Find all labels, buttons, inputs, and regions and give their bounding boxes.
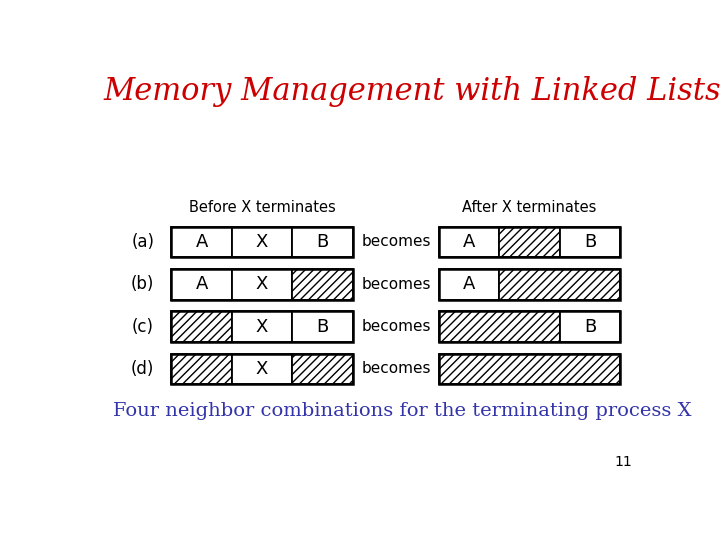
Bar	[171, 226, 353, 257]
Text: X: X	[256, 318, 269, 335]
Text: (a): (a)	[131, 233, 154, 251]
Bar	[559, 226, 620, 257]
Bar	[499, 226, 559, 257]
Text: (d): (d)	[131, 360, 154, 378]
Text: A: A	[463, 233, 475, 251]
Text: X: X	[256, 360, 269, 378]
Bar	[171, 311, 353, 342]
Bar	[292, 226, 353, 257]
Bar	[232, 354, 292, 384]
Text: A: A	[195, 275, 208, 293]
Text: X: X	[256, 275, 269, 293]
Text: Before X terminates: Before X terminates	[189, 200, 336, 215]
Bar	[171, 269, 232, 300]
Bar	[438, 269, 499, 300]
Text: (b): (b)	[131, 275, 154, 293]
Bar	[438, 269, 620, 300]
Text: Memory Management with Linked Lists: Memory Management with Linked Lists	[104, 76, 720, 107]
Bar	[292, 354, 353, 384]
Bar	[499, 226, 559, 257]
Bar	[171, 311, 232, 342]
Text: B: B	[584, 233, 596, 251]
Text: B: B	[316, 318, 328, 335]
Bar	[171, 311, 232, 342]
Text: A: A	[195, 233, 208, 251]
Bar	[232, 269, 292, 300]
Bar	[171, 354, 232, 384]
Bar	[438, 311, 559, 342]
Text: A: A	[463, 275, 475, 293]
Bar	[559, 311, 620, 342]
Text: Four neighbor combinations for the terminating process X: Four neighbor combinations for the termi…	[113, 402, 692, 420]
Bar	[438, 311, 559, 342]
Text: B: B	[584, 318, 596, 335]
Bar	[292, 269, 353, 300]
Bar	[171, 354, 353, 384]
Bar	[438, 226, 499, 257]
Text: becomes: becomes	[361, 319, 431, 334]
Bar	[292, 354, 353, 384]
Bar	[292, 269, 353, 300]
Text: B: B	[316, 233, 328, 251]
Text: After X terminates: After X terminates	[462, 200, 597, 215]
Bar	[438, 354, 620, 384]
Text: becomes: becomes	[361, 276, 431, 292]
Text: (c): (c)	[132, 318, 153, 335]
Bar	[232, 311, 292, 342]
Bar	[171, 269, 353, 300]
Bar	[171, 226, 232, 257]
Bar	[438, 226, 620, 257]
Text: X: X	[256, 233, 269, 251]
Bar	[438, 354, 620, 384]
Bar	[232, 226, 292, 257]
Bar	[499, 269, 620, 300]
Text: becomes: becomes	[361, 234, 431, 249]
Bar	[438, 354, 620, 384]
Bar	[438, 311, 620, 342]
Bar	[292, 311, 353, 342]
Bar	[499, 269, 620, 300]
Bar	[171, 354, 232, 384]
Text: 11: 11	[615, 455, 632, 469]
Text: becomes: becomes	[361, 361, 431, 376]
